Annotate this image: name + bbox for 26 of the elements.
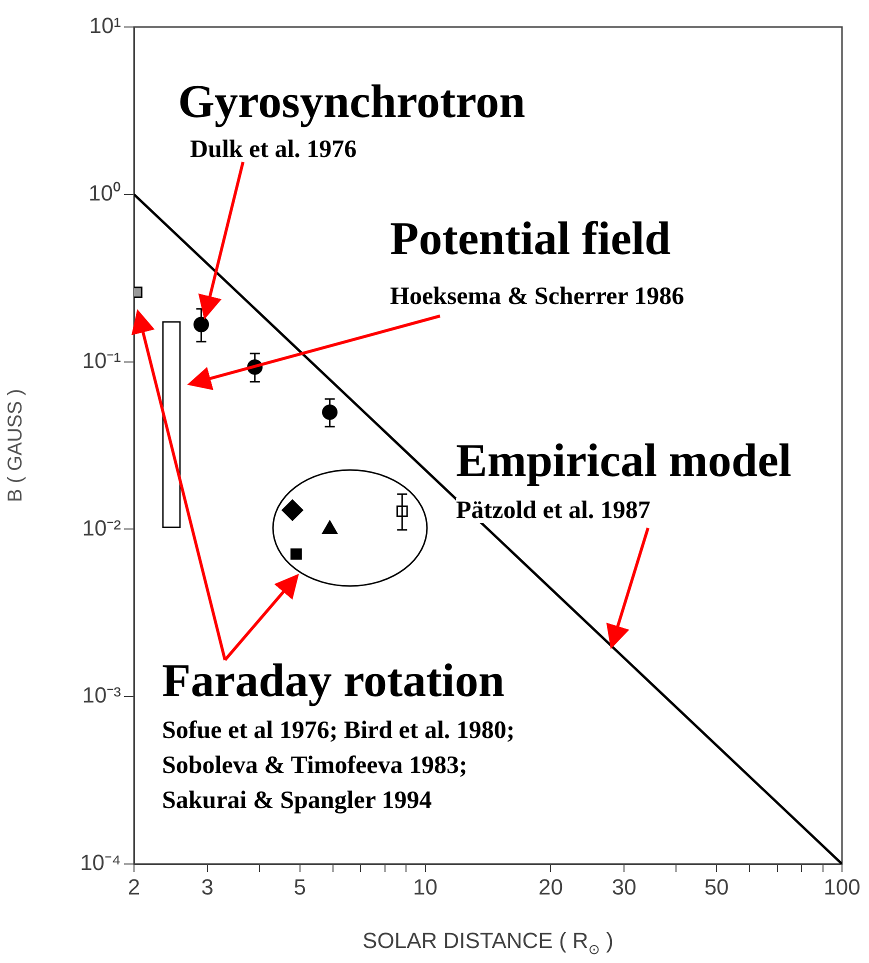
annotation: Sofue et al 1976; Bird et al. 1980; [162, 717, 515, 744]
x-tick-label: 50 [704, 874, 729, 900]
y-tick-label: 10⁰ [88, 180, 121, 206]
y-tick-label: 10⁻³ [82, 682, 121, 708]
annotation: Soboleva & Timofeeva 1983; [162, 752, 468, 779]
annotation: Pätzold et al. 1987 [456, 497, 650, 524]
y-tick-label: 10⁻² [82, 515, 121, 540]
annotation: Faraday rotation [162, 655, 504, 707]
annotation: Potential field [390, 213, 671, 265]
x-axis-title: SOLAR DISTANCE ( R⊙ ) [362, 928, 614, 958]
annotation: Sakurai & Spangler 1994 [162, 787, 432, 814]
x-tick-label: 100 [824, 874, 860, 900]
annotation: Empirical model [456, 435, 792, 487]
y-tick-label: 10⁻¹ [82, 348, 121, 373]
x-tick-label: 5 [294, 874, 306, 900]
x-tick-label: 3 [201, 874, 214, 900]
annotation: Hoeksema & Scherrer 1986 [390, 283, 684, 310]
x-tick-label: 2 [128, 874, 140, 900]
annotation: Dulk et al. 1976 [190, 136, 357, 163]
y-tick-label: 10⁻⁴ [80, 850, 121, 876]
x-tick-label: 10 [413, 874, 438, 900]
x-tick-label: 20 [538, 874, 563, 900]
y-tick-label: 10¹ [89, 13, 121, 38]
x-tick-label: 30 [612, 874, 636, 900]
y-axis-title: B ( GAUSS ) [4, 388, 27, 502]
annotation: Gyrosynchrotron [178, 76, 526, 128]
